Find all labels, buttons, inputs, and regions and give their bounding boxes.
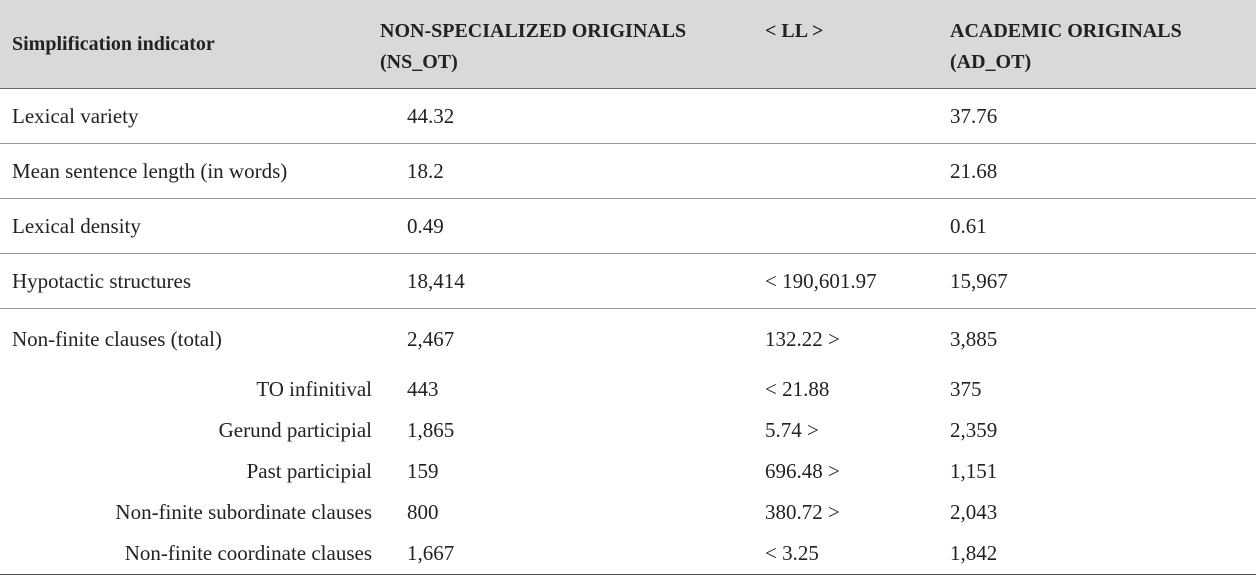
table-cell: 44.32	[380, 88, 750, 144]
table-cell: 5.74 >	[765, 418, 819, 442]
table-cell: Past participial	[246, 459, 372, 483]
table-row: Gerund participial 1,865 5.74 > 2,359	[0, 410, 1256, 451]
table-cell: TO infinitival	[256, 377, 372, 401]
table-cell: 380.72 >	[765, 500, 840, 524]
table-cell: < 190,601.97	[750, 253, 938, 309]
table-cell: Gerund participial	[218, 418, 372, 442]
table-cell: 1,151	[950, 459, 998, 483]
table-cell: Mean sentence length (in words)	[0, 143, 380, 199]
table-cell: 800	[407, 500, 439, 524]
table-cell: < 21.88	[765, 377, 830, 401]
table-cell: 18,414	[380, 253, 750, 309]
table-cell: 443	[407, 377, 439, 401]
table-row: Hypotactic structures 18,414 < 190,601.97 1…	[0, 253, 1256, 309]
table-row: Lexical density 0.49 0.61	[0, 198, 1256, 254]
table-cell	[750, 88, 938, 144]
table-cell: 132.22 >	[765, 326, 840, 351]
table-cell: 1,865	[407, 418, 455, 442]
header-row: Simplification indicator NON-SPECIALIZED …	[0, 0, 1256, 89]
table-row: Past participial 159 696.48 > 1,151	[0, 451, 1256, 492]
table-cell: Lexical density	[0, 198, 380, 254]
table-cell: 696.48 >	[765, 459, 840, 483]
table-cell: 18.2	[380, 143, 750, 199]
table-cell: 2,043	[950, 500, 998, 524]
header-cell: < LL >	[750, 0, 938, 89]
table-cell: 2,359	[950, 418, 998, 442]
table-cell: 2,467	[407, 326, 455, 351]
header-cell: NON-SPECIALIZED ORIGINALS (NS_OT)	[380, 0, 750, 89]
table-cell: 3,885	[950, 326, 998, 351]
table-row: Non-finite coordinate clauses 1,667 < 3.25…	[0, 533, 1256, 575]
table-cell: 1,842	[938, 533, 1256, 575]
table-cell: 0.49	[380, 198, 750, 254]
table-cell: Non-finite coordinate clauses	[0, 533, 380, 575]
table-cell: 15,967	[938, 253, 1256, 309]
table-cell: Non-finite subordinate clauses	[115, 500, 372, 524]
table-row: Lexical variety 44.32 37.76	[0, 88, 1256, 144]
table-cell: Non-finite clauses (total)	[12, 326, 222, 351]
table-cell: Hypotactic structures	[0, 253, 380, 309]
table-cell: 37.76	[938, 88, 1256, 144]
header-cell: ACADEMIC ORIGINALS (AD_OT)	[938, 0, 1256, 89]
table-cell: 21.68	[938, 143, 1256, 199]
table-row: Non-finite clauses (total) 2,467 132.22 > 3…	[0, 309, 1256, 370]
header-cell: Simplification indicator	[0, 0, 380, 89]
table-cell: 1,667	[380, 533, 750, 575]
table-row: Non-finite subordinate clauses 800 380.72 …	[0, 492, 1256, 533]
table-row: TO infinitival 443 < 21.88 375	[0, 369, 1256, 410]
table-cell	[750, 198, 938, 254]
table-cell: 0.61	[938, 198, 1256, 254]
table-cell: Lexical variety	[0, 88, 380, 144]
table-cell: 159	[407, 459, 439, 483]
table-cell: 375	[950, 377, 982, 401]
table-cell: < 3.25	[750, 533, 938, 575]
table-row: Mean sentence length (in words) 18.2 21.68	[0, 143, 1256, 199]
table-cell	[750, 143, 938, 199]
